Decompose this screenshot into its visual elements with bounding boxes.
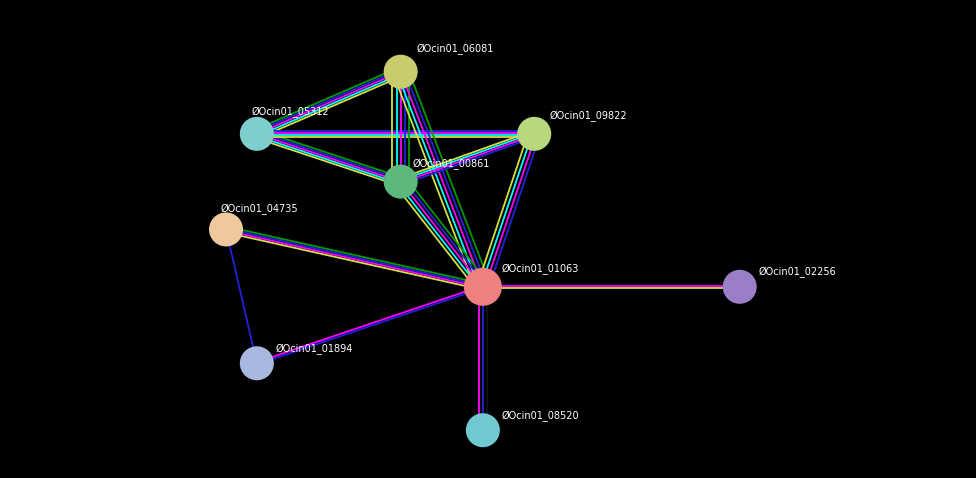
Point bbox=[219, 226, 234, 233]
Text: ØOcin01_06081: ØOcin01_06081 bbox=[416, 44, 494, 55]
Point bbox=[249, 130, 264, 138]
Point bbox=[732, 283, 748, 291]
Text: ØOcin01_02256: ØOcin01_02256 bbox=[758, 267, 836, 278]
Text: ØOcin01_00861: ØOcin01_00861 bbox=[413, 159, 490, 170]
Point bbox=[475, 283, 491, 291]
Text: ØOcin01_05312: ØOcin01_05312 bbox=[252, 107, 329, 118]
Text: ØOcin01_04735: ØOcin01_04735 bbox=[221, 204, 299, 215]
Text: ØOcin01_01894: ØOcin01_01894 bbox=[275, 344, 352, 355]
Point bbox=[526, 130, 542, 138]
Point bbox=[249, 359, 264, 367]
Point bbox=[393, 68, 409, 76]
Point bbox=[475, 426, 491, 434]
Text: ØOcin01_08520: ØOcin01_08520 bbox=[502, 411, 579, 422]
Point bbox=[393, 178, 409, 185]
Text: ØOcin01_01063: ØOcin01_01063 bbox=[502, 264, 579, 275]
Text: ØOcin01_09822: ØOcin01_09822 bbox=[549, 111, 628, 122]
